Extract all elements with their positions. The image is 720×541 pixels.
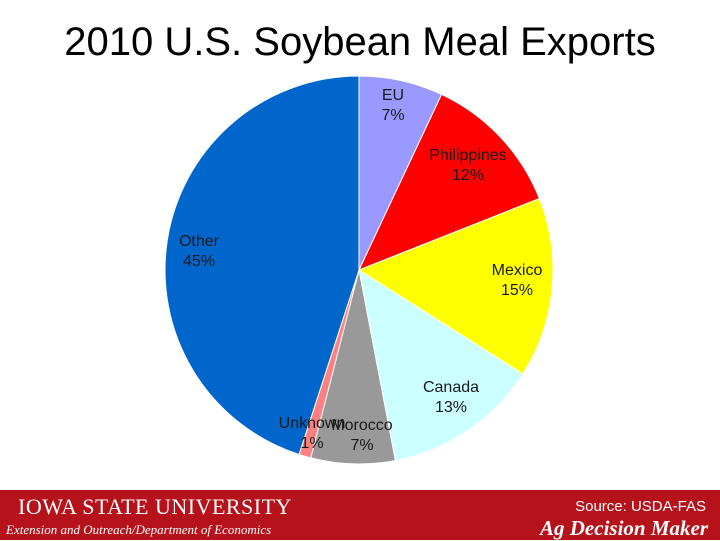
slice-label-other: Other 45% xyxy=(179,233,220,270)
department-name: Extension and Outreach/Department of Eco… xyxy=(6,522,272,537)
pie-slice-mexico xyxy=(357,197,554,375)
source-note: Source: USDA-FAS xyxy=(575,498,706,515)
slice-label-mexico: Mexico 15% xyxy=(492,262,543,299)
footer-bar: IOWA STATE UNIVERSITY Extension and Outr… xyxy=(0,490,720,540)
pie-chart: EU 7% Philippines 12% Mexico 15% Canada 13% Moro… xyxy=(164,75,554,465)
pie-slice-other xyxy=(164,75,360,456)
slice-label-philippines: Philippines 12% xyxy=(429,147,506,184)
pie-slice-canada xyxy=(358,268,524,462)
slice-label-canada: Canada 13% xyxy=(423,379,479,416)
slice-label-morocco: Morocco 7% xyxy=(331,417,392,454)
slice-label-eu: EU 7% xyxy=(381,87,404,124)
university-wordmark: IOWA STATE UNIVERSITY xyxy=(18,494,292,519)
pie-slice-philippines xyxy=(358,93,541,271)
chart-title: 2010 U.S. Soybean Meal Exports xyxy=(64,20,656,64)
brand-logo-text: Ag Decision Maker xyxy=(540,516,708,540)
slice-label-unknown: Unknown 1% xyxy=(279,415,346,452)
